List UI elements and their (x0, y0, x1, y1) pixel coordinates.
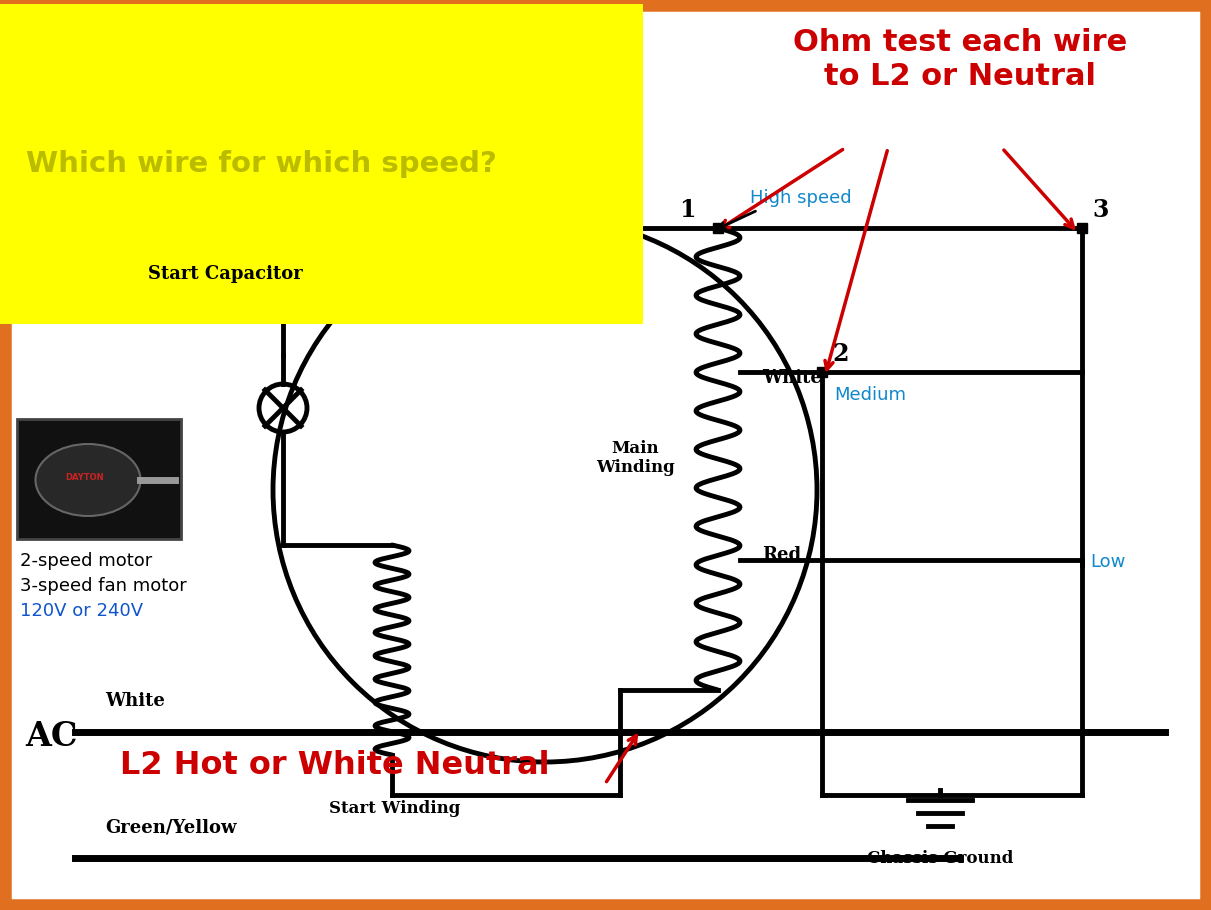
Text: Green/Yellow: Green/Yellow (105, 818, 236, 836)
FancyBboxPatch shape (17, 419, 180, 539)
Text: 1: 1 (679, 198, 696, 222)
Text: Chassis Ground: Chassis Ground (867, 850, 1014, 867)
Polygon shape (713, 223, 723, 233)
Polygon shape (1077, 223, 1087, 233)
Text: 3-speed fan motor: 3-speed fan motor (21, 577, 186, 595)
Text: High speed: High speed (750, 189, 851, 207)
Text: 2-speed motor: 2-speed motor (21, 552, 153, 570)
Text: Ohm test each wire
to L2 or Neutral: Ohm test each wire to L2 or Neutral (793, 28, 1127, 91)
Text: 2: 2 (832, 342, 849, 366)
Text: Low speed=higher Ohms: Low speed=higher Ohms (92, 88, 498, 117)
Polygon shape (817, 367, 827, 377)
Ellipse shape (35, 444, 140, 516)
Text: Start Capacitor: Start Capacitor (148, 265, 303, 283)
Text: Start Winding: Start Winding (329, 800, 460, 817)
Text: White: White (105, 692, 165, 710)
Text: AC: AC (25, 721, 78, 753)
Text: DAYTON: DAYTON (65, 473, 104, 482)
Text: L2 Hot or White Neutral: L2 Hot or White Neutral (120, 750, 550, 781)
Text: Red: Red (762, 546, 802, 564)
Text: 3: 3 (1092, 198, 1108, 222)
Text: 120V or 240V: 120V or 240V (21, 602, 143, 620)
Text: Which wire for which speed?: Which wire for which speed? (25, 150, 497, 178)
Text: White: White (762, 369, 822, 387)
Text: Main
Winding: Main Winding (596, 440, 675, 476)
Text: Low: Low (1090, 553, 1125, 571)
Text: Medium: Medium (834, 386, 906, 404)
Text: High speed=lower Ohms: High speed=lower Ohms (104, 42, 506, 71)
